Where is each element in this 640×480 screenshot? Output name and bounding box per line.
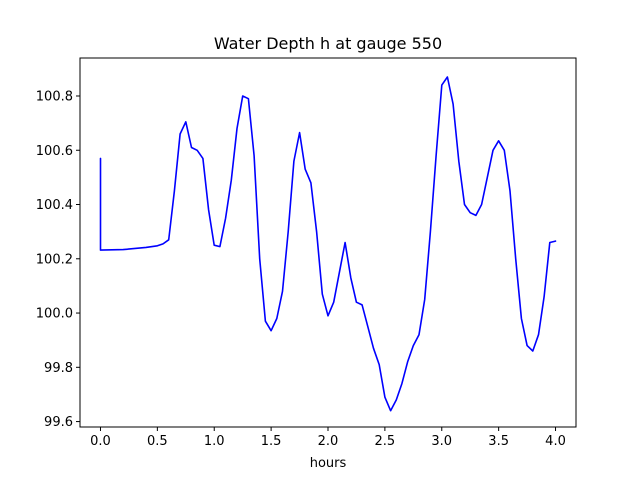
y-tick-label: 100.6 [36, 144, 73, 159]
y-tick-label: 99.8 [44, 361, 73, 376]
x-tick-label: 1.5 [261, 434, 282, 449]
y-tick-label: 100.2 [36, 252, 73, 267]
x-axis-label: hours [310, 456, 347, 471]
y-axis: 99.6 99.8 100.0 100.2 100.4 100.6 100.8 [36, 89, 80, 430]
chart-title: Water Depth h at gauge 550 [214, 34, 442, 53]
x-tick-label: 1.0 [204, 434, 225, 449]
x-axis: 0.0 0.5 1.0 1.5 2.0 2.5 3.0 3.5 4.0 [90, 427, 566, 449]
x-tick-label: 0.5 [147, 434, 168, 449]
x-tick-label: 3.5 [488, 434, 509, 449]
x-tick-label: 0.0 [90, 434, 111, 449]
plot-area [99, 76, 557, 412]
x-tick-label: 4.0 [545, 434, 566, 449]
y-tick-label: 100.4 [36, 198, 73, 213]
y-tick-label: 100.8 [36, 89, 73, 104]
series-line-0 [99, 76, 557, 412]
x-tick-label: 2.5 [375, 434, 396, 449]
x-tick-label: 2.0 [318, 434, 339, 449]
y-tick-label: 99.6 [44, 415, 73, 430]
y-tick-label: 100.0 [36, 307, 73, 322]
x-tick-label: 3.0 [431, 434, 452, 449]
